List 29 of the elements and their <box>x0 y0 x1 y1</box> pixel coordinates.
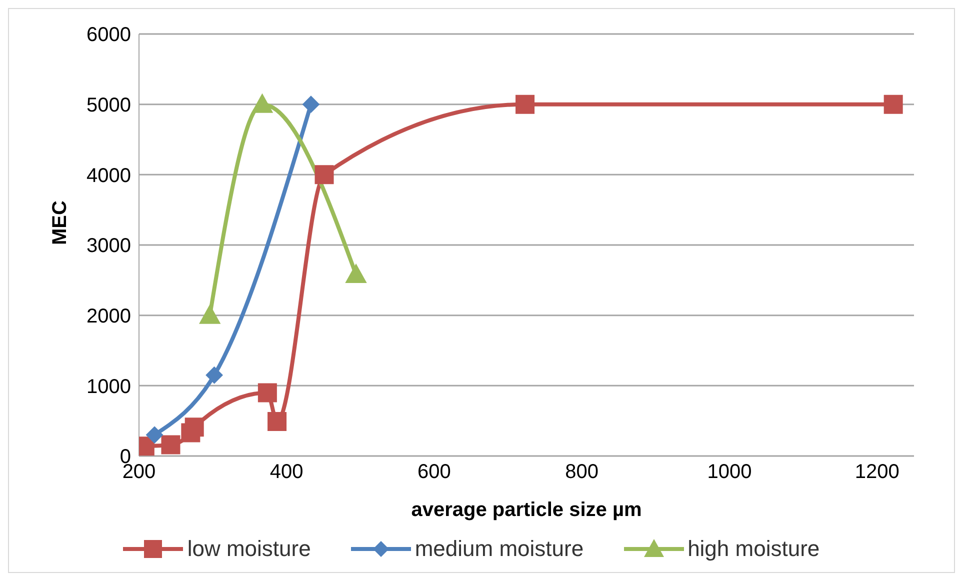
x-axis-title: average particle size µm <box>411 499 642 521</box>
y-tick-label: 2000 <box>86 305 131 328</box>
point <box>258 383 277 402</box>
y-axis-title: MEC <box>49 200 72 245</box>
point <box>206 366 223 384</box>
point <box>252 94 273 113</box>
point <box>146 426 163 444</box>
point <box>516 94 535 114</box>
legend-label: low moisture <box>187 536 311 562</box>
x-tick-label: 1200 <box>854 461 900 484</box>
legend-label: high moisture <box>688 536 820 562</box>
point <box>346 264 366 284</box>
x-tick-label: 400 <box>270 461 304 484</box>
y-tick-label: 5000 <box>86 94 131 116</box>
point <box>161 435 180 454</box>
x-tick-label: 800 <box>565 461 599 484</box>
point <box>884 94 903 114</box>
y-tick-label: 3000 <box>86 235 131 258</box>
point <box>302 96 320 113</box>
point <box>199 304 220 324</box>
y-tick-label: 6000 <box>86 24 131 46</box>
y-tick-label: 4000 <box>86 164 131 187</box>
x-tick-label: 1000 <box>707 461 752 484</box>
x-tick-label: 600 <box>418 461 451 484</box>
point <box>268 412 287 432</box>
y-tick-label: 1000 <box>86 376 131 398</box>
legend-label: medium moisture <box>414 536 584 562</box>
point <box>184 418 204 437</box>
point <box>314 165 334 184</box>
